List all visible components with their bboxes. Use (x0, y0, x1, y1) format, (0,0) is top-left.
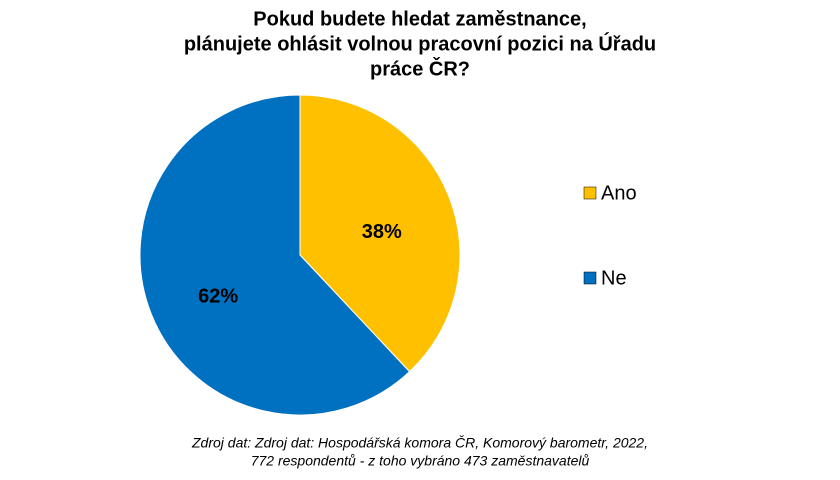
chart-title: plánujete ohlásit volnou pracovní pozici… (184, 31, 656, 55)
legend-label: Ano (601, 182, 637, 204)
pie-slice (299, 94, 461, 373)
chart-title: Pokud budete hledat zaměstnance, (253, 8, 586, 30)
data-label: 38% (362, 221, 402, 243)
pie-slice (139, 94, 411, 416)
legend-swatch (583, 271, 597, 285)
chart-title: práce ČR? (370, 56, 470, 80)
data-label: 62% (198, 286, 238, 308)
legend-label: Ne (601, 267, 627, 289)
source-note: Zdroj dat: Zdroj dat: Hospodářská komora… (191, 435, 648, 451)
legend-swatch (583, 186, 597, 200)
source-note: 772 respondentů - z toho vybráno 473 zam… (251, 453, 590, 469)
